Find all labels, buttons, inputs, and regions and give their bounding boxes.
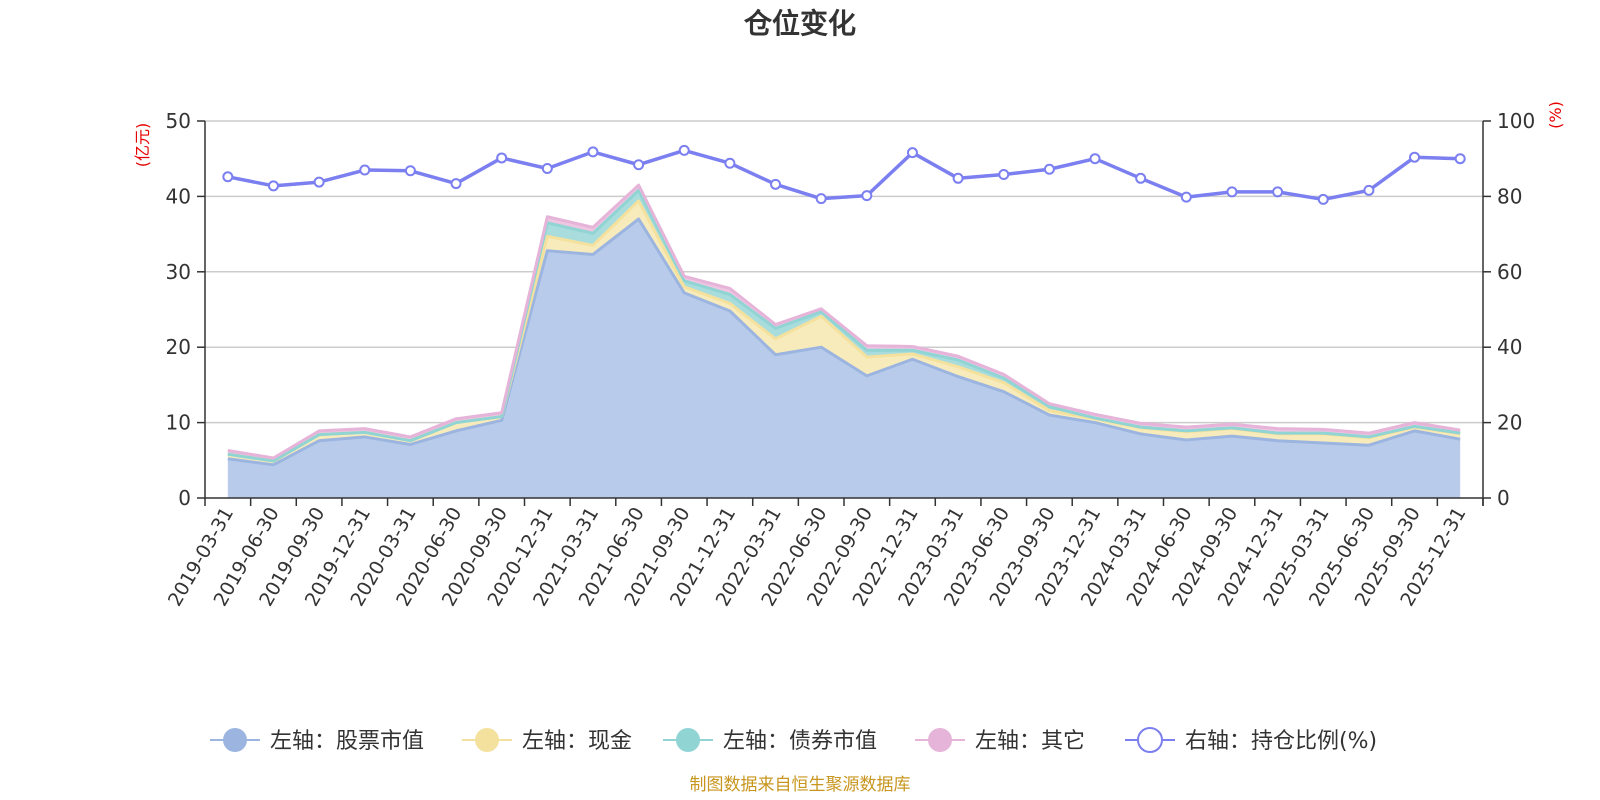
area-edge-line bbox=[227, 183, 1461, 460]
left-axis-tick-label: 20 bbox=[166, 335, 191, 359]
ratio-line-series bbox=[222, 144, 1466, 205]
area-edge-line bbox=[227, 217, 1461, 467]
ratio-point bbox=[541, 163, 553, 175]
left-axis-tick-label: 50 bbox=[166, 109, 191, 133]
ratio-point bbox=[633, 159, 645, 171]
legend-item[interactable]: 左轴：债券市值 bbox=[663, 728, 877, 754]
ratio-point bbox=[1409, 151, 1421, 163]
ratio-point bbox=[404, 165, 416, 177]
ratio-point bbox=[1135, 172, 1147, 184]
area-edge-line bbox=[227, 188, 1461, 463]
legend-marker-icon bbox=[1137, 727, 1163, 753]
grid-lines bbox=[205, 120, 1483, 424]
ratio-point bbox=[1272, 186, 1284, 198]
area-fill bbox=[227, 200, 1461, 465]
left-axis-tick-label: 40 bbox=[166, 184, 191, 208]
legend-marker-icon bbox=[928, 728, 952, 752]
legend-item[interactable]: 左轴：现金 bbox=[462, 728, 632, 754]
ratio-point bbox=[815, 193, 827, 205]
left-axis-unit: (亿元) bbox=[133, 123, 152, 168]
right-axis-tick-label: 100 bbox=[1497, 109, 1535, 133]
area-fill bbox=[227, 219, 1461, 498]
left-axis-tick-label: 10 bbox=[166, 411, 191, 435]
ratio-point bbox=[450, 178, 462, 190]
data-source-note: 制图数据来自恒生聚源数据库 bbox=[690, 775, 911, 795]
ratio-point bbox=[770, 178, 782, 190]
legend-marker-icon bbox=[475, 728, 499, 752]
legend-label: 左轴：股票市值 bbox=[270, 729, 424, 754]
stacked-areas bbox=[227, 183, 1461, 498]
ratio-point bbox=[678, 144, 690, 156]
ratio-point bbox=[1043, 163, 1055, 175]
ratio-point bbox=[906, 147, 918, 159]
legend-label: 左轴：债券市值 bbox=[723, 729, 877, 754]
legend[interactable]: 左轴：股票市值 左轴：现金 左轴：债券市值 左轴：其它 右轴：持仓比例(%) bbox=[210, 727, 1377, 754]
legend-item[interactable]: 右轴：持仓比例(%) bbox=[1125, 727, 1377, 754]
ratio-point bbox=[861, 190, 873, 202]
chart-title: 仓位变化 bbox=[744, 7, 856, 40]
ratio-point bbox=[1363, 184, 1375, 196]
ratio-point bbox=[1454, 153, 1466, 165]
ratio-point bbox=[1089, 153, 1101, 165]
legend-label: 左轴：其它 bbox=[975, 729, 1085, 754]
ratio-point bbox=[496, 152, 508, 164]
legend-marker-icon bbox=[223, 728, 247, 752]
ratio-point bbox=[359, 164, 371, 176]
legend-label: 右轴：持仓比例(%) bbox=[1185, 729, 1377, 754]
right-axis-tick-label: 0 bbox=[1497, 486, 1510, 510]
left-axis-tick-label: 30 bbox=[166, 260, 191, 284]
ratio-point bbox=[313, 176, 325, 188]
right-axis-tick-label: 60 bbox=[1497, 260, 1522, 284]
ratio-line-path bbox=[227, 148, 1461, 202]
ratio-point bbox=[587, 146, 599, 158]
right-axis-tick-label: 80 bbox=[1497, 184, 1522, 208]
ratio-point bbox=[267, 180, 279, 192]
legend-item[interactable]: 左轴：其它 bbox=[915, 728, 1085, 754]
ratio-point bbox=[1180, 191, 1192, 203]
legend-marker-icon bbox=[676, 728, 700, 752]
right-axis-unit: (%) bbox=[1546, 101, 1565, 129]
right-axis-tick-label: 40 bbox=[1497, 335, 1522, 359]
ratio-point bbox=[724, 157, 736, 169]
left-axis-tick-label: 0 bbox=[178, 486, 191, 510]
ratio-point bbox=[998, 169, 1010, 181]
ratio-point bbox=[222, 171, 234, 183]
ratio-point bbox=[1226, 186, 1238, 198]
right-axis-tick-label: 20 bbox=[1497, 411, 1522, 435]
ratio-point bbox=[952, 172, 964, 184]
ratio-point bbox=[1317, 193, 1329, 205]
legend-label: 左轴：现金 bbox=[522, 729, 632, 754]
legend-item[interactable]: 左轴：股票市值 bbox=[210, 728, 424, 754]
